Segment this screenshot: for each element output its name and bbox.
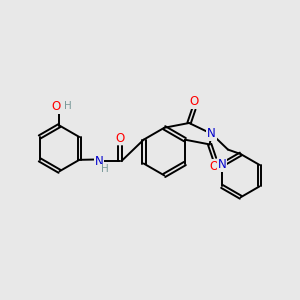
Text: O: O <box>115 132 124 145</box>
Text: O: O <box>189 95 199 108</box>
Text: N: N <box>95 154 103 168</box>
Text: N: N <box>207 127 216 140</box>
Text: O: O <box>51 100 60 113</box>
Text: H: H <box>64 101 72 112</box>
Text: O: O <box>210 160 219 172</box>
Text: N: N <box>218 158 226 171</box>
Text: H: H <box>101 164 108 174</box>
